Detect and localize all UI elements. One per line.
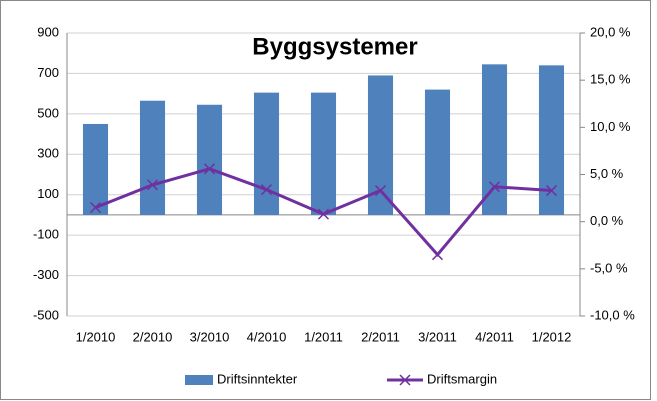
bar [253, 92, 280, 215]
y-tick-label: 900 [37, 24, 59, 39]
line-marker [374, 185, 387, 197]
y-tick-label: 700 [37, 65, 59, 80]
line-marker [488, 181, 501, 193]
x-tick-label: 2/2011 [361, 329, 400, 344]
legend-label: Driftsmargin [427, 371, 497, 386]
bar [481, 64, 508, 215]
y2-tick-label: 15,0 % [590, 72, 631, 87]
y-tick-label: -300 [33, 267, 59, 282]
y-tick-label: -500 [33, 307, 59, 322]
line-marker [545, 185, 558, 197]
bar [538, 65, 565, 215]
chart-title: Byggsystemer [252, 33, 417, 60]
x-tick-label: 1/2010 [76, 329, 116, 344]
line-marker [146, 179, 159, 191]
line-marker [203, 163, 216, 175]
y2-tick-label: 5,0 % [590, 166, 624, 181]
y-tick-label: 100 [37, 186, 59, 201]
x-tick-label: 3/2011 [418, 329, 457, 344]
legend-label: Driftsinntekter [217, 371, 298, 386]
legend-marker [399, 374, 411, 386]
x-tick-label: 4/2011 [475, 329, 514, 344]
y2-tick-label: 10,0 % [590, 119, 631, 134]
bar [424, 89, 451, 215]
y2-tick-label: 20,0 % [590, 24, 631, 39]
legend-swatch [185, 375, 213, 385]
x-tick-label: 2/2010 [133, 329, 173, 344]
y-tick-label: -100 [33, 227, 59, 242]
x-tick-label: 1/2011 [304, 329, 343, 344]
bar [139, 100, 166, 215]
y2-tick-label: -10,0 % [590, 307, 635, 322]
y2-tick-label: 0,0 % [590, 213, 624, 228]
y-tick-label: 500 [37, 105, 59, 120]
y2-tick-label: -5,0 % [590, 260, 628, 275]
x-tick-label: 1/2012 [532, 329, 572, 344]
y-tick-label: 300 [37, 146, 59, 161]
line-marker [260, 184, 273, 196]
bar [196, 104, 223, 215]
line-marker [89, 201, 102, 214]
line-marker [317, 208, 330, 220]
x-tick-label: 3/2010 [190, 329, 230, 344]
bar [310, 92, 337, 215]
bar [82, 123, 109, 215]
x-tick-label: 4/2010 [247, 329, 287, 344]
line-marker [431, 249, 444, 261]
